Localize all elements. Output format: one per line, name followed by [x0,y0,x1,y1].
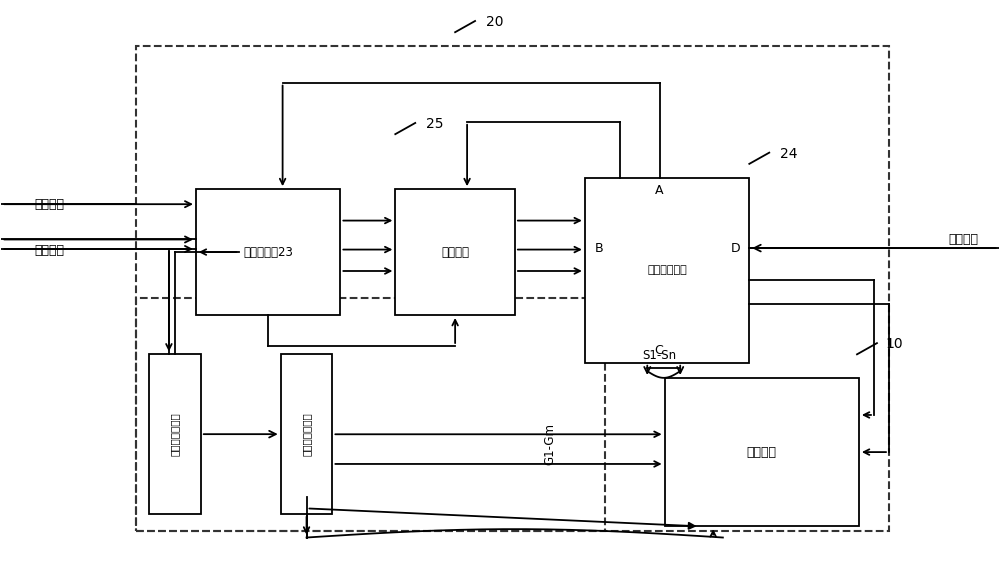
Bar [196,189,340,315]
Text: 顯示面板: 顯示面板 [747,445,777,459]
Text: 20: 20 [486,15,504,29]
Bar [149,354,201,514]
Text: 測試數據: 測試數據 [34,244,64,257]
Text: D: D [731,242,740,254]
Bar [665,378,859,526]
Text: 顯示數據: 顯示數據 [34,198,64,211]
Text: S1-Sn: S1-Sn [642,349,677,362]
Text: 25: 25 [426,117,444,131]
Bar [395,189,515,315]
Bar [136,46,889,531]
Text: 运放電路: 运放電路 [441,245,469,258]
Text: 控制信號: 控制信號 [949,233,979,246]
Text: 時序控制器２１: 時序控制器２１ [170,412,180,456]
Text: G1-Gm: G1-Gm [543,423,556,465]
Text: A: A [655,184,663,196]
Text: 開關選擇電路: 開關選擇電路 [647,265,687,275]
Text: 源極驅動妒23: 源極驅動妒23 [243,245,293,258]
Bar [585,178,749,363]
Bar [281,354,332,514]
Text: 24: 24 [780,147,798,161]
Text: 10: 10 [885,337,903,351]
Text: C: C [654,344,663,357]
Text: 殄極驅動器２２: 殄極驅動器２２ [302,412,312,456]
Text: B: B [594,242,603,254]
Bar [136,298,605,531]
